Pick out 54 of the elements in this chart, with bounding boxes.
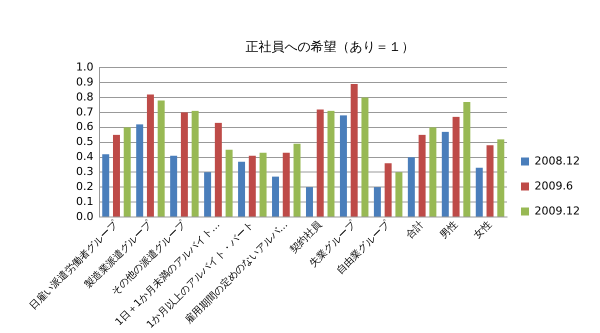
bar [327,110,334,217]
chart-title: 正社員への希望（あり＝１） [246,40,414,56]
bar [170,156,178,217]
y-tick-label: 0.0 [76,210,94,223]
y-tick-label: 0.4 [76,150,94,164]
bar [272,176,280,217]
x-tick-label: 合計 [403,218,426,242]
bar [158,100,165,217]
bar [463,102,470,217]
bar [238,162,246,217]
bar [374,187,381,217]
bar [429,127,436,217]
bar [248,156,256,217]
y-tick-label: 1.0 [76,60,94,74]
bar [408,157,415,217]
bar [497,139,504,217]
bar [316,109,324,217]
bar [282,152,290,217]
bar [112,134,120,217]
bar [418,134,426,217]
bar [136,124,144,217]
bar [214,122,222,217]
y-tick-label: 0.9 [76,75,94,88]
bar [476,168,483,217]
y-tick-label: 0.7 [76,105,94,118]
bar [384,163,392,217]
bar [260,152,267,217]
y-tick-label: 0.2 [76,180,94,193]
bar [340,115,347,217]
x-tick-label: 男性 [437,218,460,242]
bar [452,116,460,217]
bar [204,172,212,217]
legend-label: 2009.6 [534,179,574,192]
x-tick-label: 女性 [471,218,494,242]
bar [395,172,402,217]
bar [361,97,368,217]
legend-label: 2009.12 [534,204,580,218]
y-tick-label: 0.5 [76,135,94,148]
bar [102,154,110,217]
bar [124,127,131,217]
bar [442,132,449,217]
y-tick-label: 0.6 [76,120,94,134]
bar [192,110,199,217]
bar [350,84,358,217]
legend-label: 2008.12 [534,154,580,168]
bar [306,187,313,217]
bar [146,94,154,217]
bar [180,112,188,217]
bar [294,144,301,217]
bar [486,145,494,217]
y-tick-label: 0.1 [76,194,94,208]
y-tick-label: 0.3 [76,165,94,178]
y-tick-label: 0.8 [76,90,94,104]
bar [226,150,233,217]
